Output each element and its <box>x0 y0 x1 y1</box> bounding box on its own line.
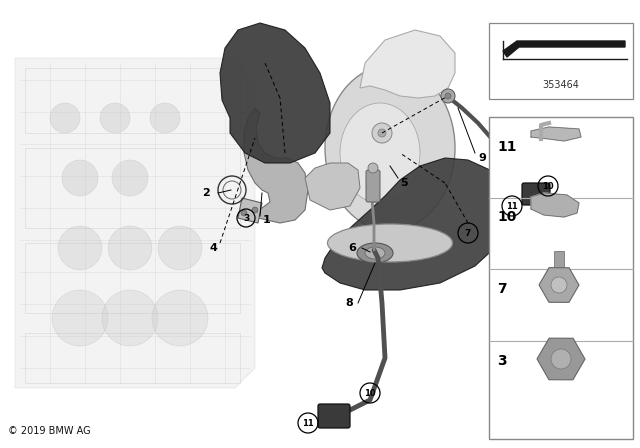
Text: 9: 9 <box>478 153 486 163</box>
Text: 7: 7 <box>465 228 471 237</box>
Circle shape <box>441 89 455 103</box>
Polygon shape <box>531 193 579 217</box>
Circle shape <box>372 123 392 143</box>
Circle shape <box>241 210 247 216</box>
Circle shape <box>50 103 80 133</box>
Bar <box>25 243 240 313</box>
Text: 8: 8 <box>345 298 353 308</box>
Ellipse shape <box>357 243 393 263</box>
Ellipse shape <box>365 247 385 259</box>
Ellipse shape <box>328 224 452 262</box>
Polygon shape <box>220 23 330 163</box>
Circle shape <box>102 290 158 346</box>
Text: 3: 3 <box>497 354 507 368</box>
Circle shape <box>152 290 208 346</box>
Circle shape <box>252 207 258 213</box>
Circle shape <box>58 226 102 270</box>
Bar <box>25 68 240 133</box>
Text: 11: 11 <box>506 202 518 211</box>
Bar <box>25 148 240 228</box>
Text: 10: 10 <box>497 210 516 224</box>
FancyBboxPatch shape <box>318 404 350 428</box>
Text: 2: 2 <box>202 188 210 198</box>
Circle shape <box>551 349 571 369</box>
Circle shape <box>112 160 148 196</box>
Text: 6: 6 <box>348 243 356 253</box>
Text: 353464: 353464 <box>543 80 579 90</box>
Circle shape <box>100 103 130 133</box>
FancyBboxPatch shape <box>366 170 380 202</box>
Polygon shape <box>305 163 360 210</box>
Text: 3: 3 <box>243 214 249 223</box>
Circle shape <box>551 277 567 293</box>
Bar <box>554 251 564 267</box>
Polygon shape <box>360 30 455 98</box>
Bar <box>489 23 633 99</box>
Circle shape <box>445 93 451 99</box>
Bar <box>489 117 633 439</box>
Circle shape <box>108 226 152 270</box>
Polygon shape <box>238 198 262 223</box>
Circle shape <box>62 160 98 196</box>
Circle shape <box>368 163 378 173</box>
Circle shape <box>378 129 386 137</box>
Text: 4: 4 <box>210 243 218 253</box>
Polygon shape <box>503 41 625 57</box>
Ellipse shape <box>325 65 455 231</box>
Text: 7: 7 <box>497 282 507 296</box>
Text: 10: 10 <box>364 388 376 397</box>
Polygon shape <box>531 127 581 141</box>
Polygon shape <box>15 58 255 388</box>
Text: 11: 11 <box>302 418 314 427</box>
Text: 1: 1 <box>263 215 271 225</box>
Text: 10: 10 <box>542 181 554 190</box>
Circle shape <box>52 290 108 346</box>
FancyBboxPatch shape <box>522 183 550 205</box>
Bar <box>25 333 240 383</box>
Text: © 2019 BMW AG: © 2019 BMW AG <box>8 426 91 436</box>
Polygon shape <box>322 158 510 290</box>
Text: 5: 5 <box>400 178 408 188</box>
Circle shape <box>158 226 202 270</box>
Circle shape <box>150 103 180 133</box>
Polygon shape <box>244 108 308 223</box>
Ellipse shape <box>340 103 420 203</box>
Text: 11: 11 <box>497 140 516 154</box>
